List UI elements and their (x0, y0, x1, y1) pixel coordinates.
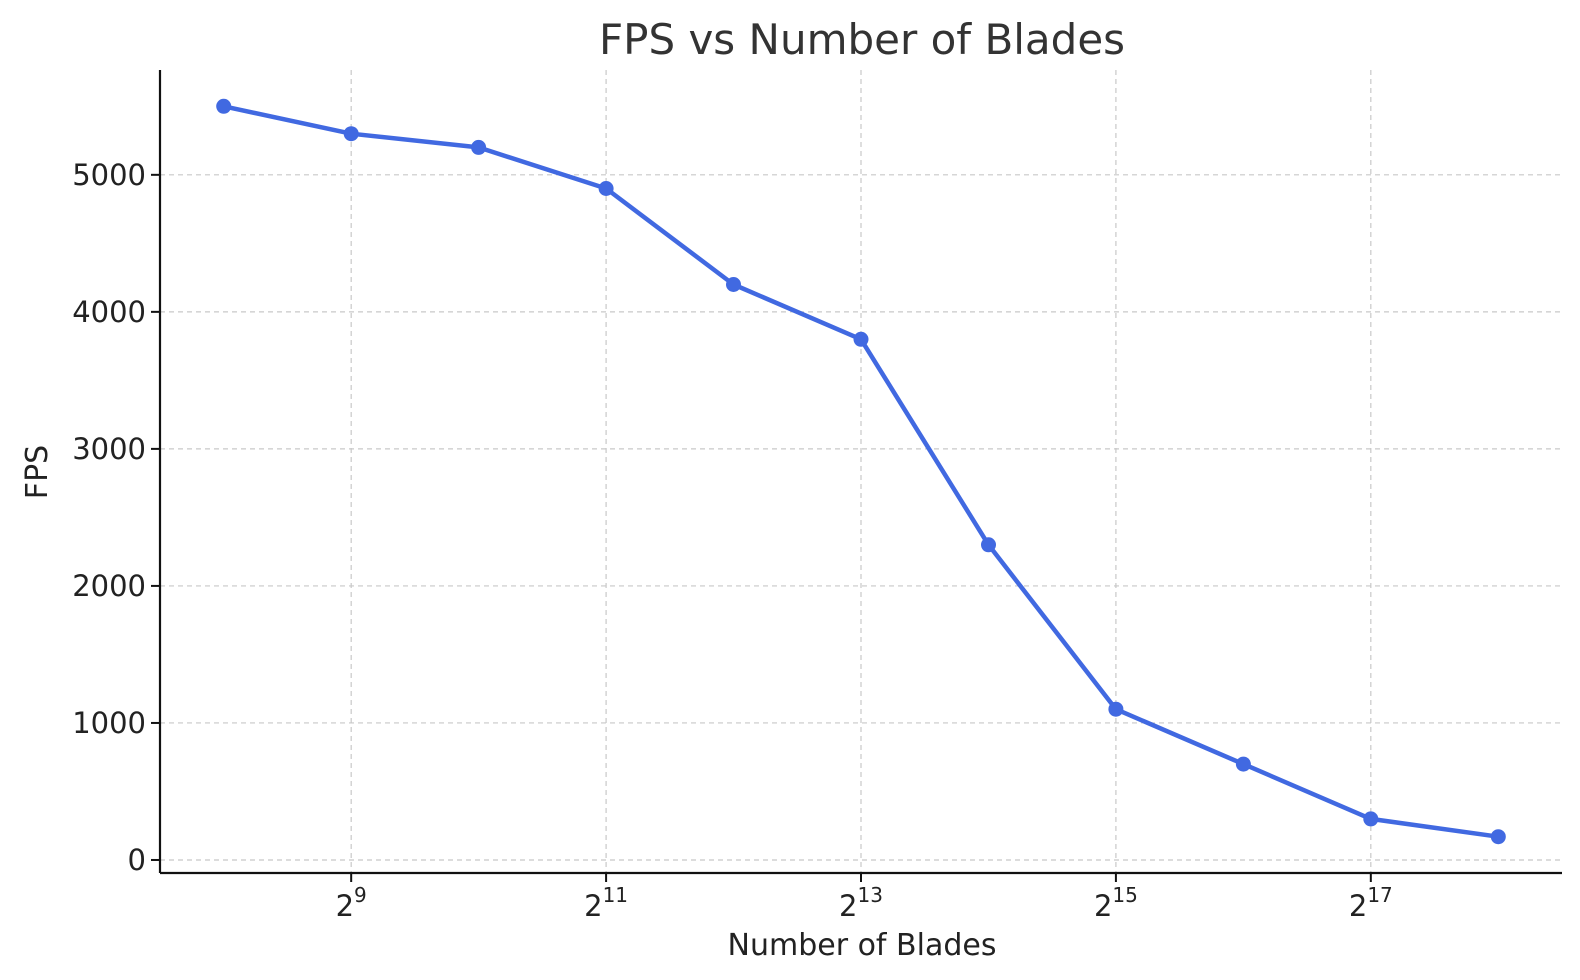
y-tick-label-1: 1000 (72, 706, 146, 740)
y-tick-label-5: 5000 (72, 158, 146, 192)
data-point-2 (471, 139, 487, 155)
data-point-4 (726, 277, 741, 292)
data-point-7 (1108, 701, 1124, 717)
data-point-6 (981, 537, 996, 553)
x-tick-label-1: 211 (584, 883, 628, 923)
chart-title: FPS vs Number of Blades (599, 15, 1125, 64)
grid-lines (160, 70, 1562, 873)
y-tick-label-0: 0 (128, 843, 146, 877)
data-point-0 (216, 98, 232, 114)
data-point-1 (343, 126, 359, 142)
x-tick-label-4: 217 (1349, 883, 1393, 923)
y-tick-label-4: 4000 (72, 295, 146, 329)
data-point-10 (1490, 829, 1506, 845)
x-tick-label-2: 213 (839, 883, 883, 923)
data-point-3 (598, 181, 614, 196)
y-axis-label: FPS (20, 445, 55, 499)
data-point-9 (1363, 811, 1379, 827)
data-point-5 (853, 331, 869, 347)
axis-ticks: 0 1000 2000 3000 4000 5000 29 211 213 215 217 (72, 158, 1393, 923)
y-tick-label-3: 3000 (72, 432, 146, 466)
x-tick-label-3: 215 (1094, 883, 1138, 923)
y-tick-label-2: 2000 (72, 569, 146, 603)
x-tick-label-0: 29 (336, 883, 367, 923)
x-axis-label: Number of Blades (728, 928, 997, 963)
series-fps (216, 98, 1506, 845)
data-point-8 (1235, 756, 1251, 772)
